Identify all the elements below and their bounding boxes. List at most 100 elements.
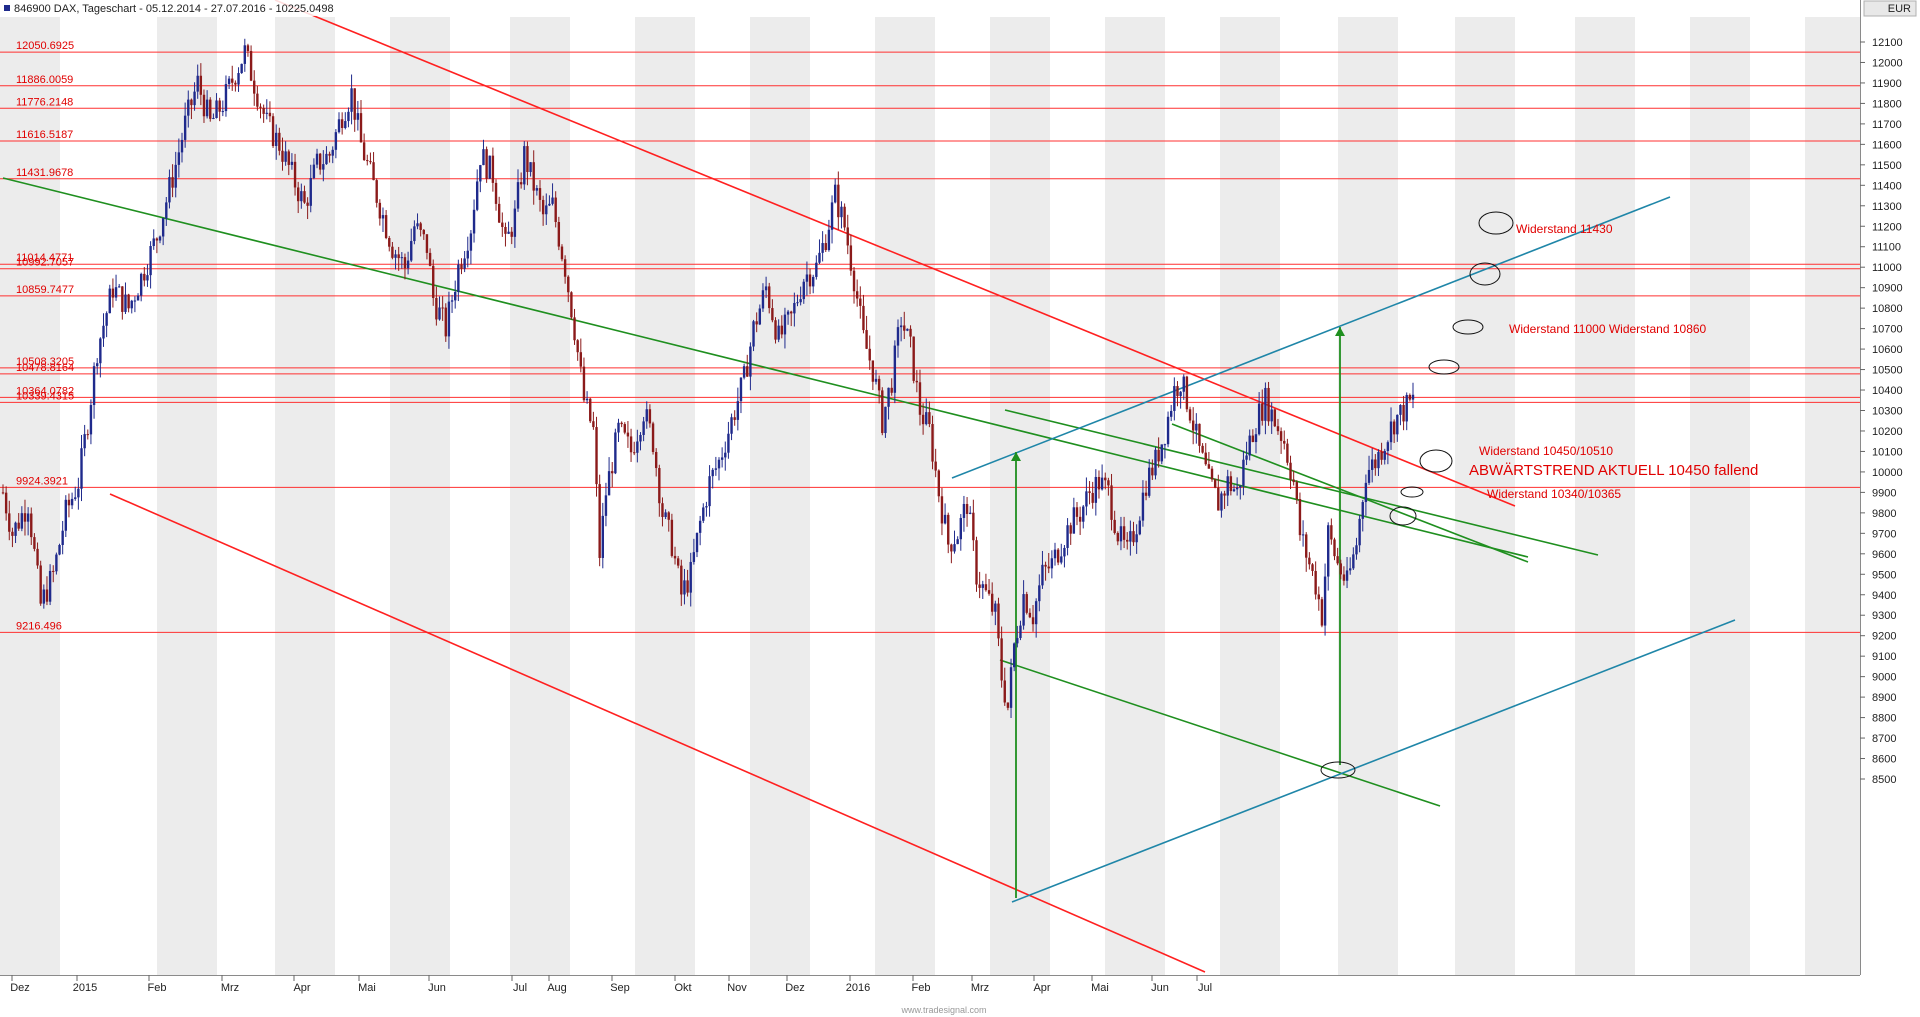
candle-body xyxy=(149,246,152,276)
candle-body xyxy=(1305,534,1308,558)
candle-body xyxy=(1210,468,1214,480)
y-tick-label: 10000 xyxy=(1872,467,1903,479)
candle-body xyxy=(1025,594,1028,613)
x-axis: Dez 2015 Feb Mrz Apr Mai Jun Jul Aug Sep Okt Nov Dez… xyxy=(0,975,1860,1017)
ellipse-marker xyxy=(1428,359,1460,375)
candle-body xyxy=(1056,549,1060,563)
candle-body xyxy=(1217,487,1220,511)
candle-body xyxy=(1220,493,1223,511)
month-band xyxy=(875,17,935,975)
candle-body xyxy=(783,314,787,335)
candle-body xyxy=(984,584,988,591)
candle-body xyxy=(331,149,334,156)
green-trend-mid xyxy=(1004,409,1599,556)
candle-body xyxy=(969,512,972,514)
candle-body xyxy=(111,288,115,298)
candle-body xyxy=(375,180,378,203)
candle-body xyxy=(193,91,196,106)
candle-body xyxy=(507,231,510,234)
candle-body xyxy=(444,307,447,337)
candle-body xyxy=(557,222,561,247)
candle-body xyxy=(58,544,61,555)
candle-body xyxy=(1408,394,1412,400)
x-tick-label: Okt xyxy=(674,982,691,994)
candle-body xyxy=(422,229,426,235)
candle-body xyxy=(152,238,155,247)
candle-body xyxy=(1402,404,1405,422)
candle-body xyxy=(664,512,667,517)
y-tick-label: 9500 xyxy=(1872,569,1896,581)
annotation-text: Widerstand 11430 xyxy=(1516,222,1613,236)
candle-body xyxy=(595,427,598,485)
candle-body xyxy=(1289,462,1292,480)
candle-body xyxy=(475,181,479,210)
candle-body xyxy=(994,603,997,612)
candle-body xyxy=(158,236,162,241)
candle-body xyxy=(1308,557,1311,565)
candle-body xyxy=(903,325,906,331)
candle-body xyxy=(1166,416,1170,445)
candle-body xyxy=(215,100,218,118)
candle-body xyxy=(573,317,576,341)
candle-body xyxy=(1267,387,1270,422)
candle-body xyxy=(1276,426,1280,432)
candle-body xyxy=(212,117,215,119)
candle-body xyxy=(300,191,303,202)
candle-body xyxy=(852,270,856,292)
month-band xyxy=(1105,17,1165,975)
header-bg xyxy=(0,0,1860,16)
y-tick-label: 11700 xyxy=(1872,119,1902,131)
candle-body xyxy=(26,513,30,522)
candle-body xyxy=(881,390,884,434)
candle-body xyxy=(1050,558,1054,569)
candle-body xyxy=(491,155,495,183)
candle-body xyxy=(620,422,623,425)
candle-body xyxy=(761,290,765,309)
y-tick-label: 10200 xyxy=(1872,426,1903,438)
candle-body xyxy=(259,106,262,108)
candle-body xyxy=(1122,526,1126,540)
candle-body xyxy=(1173,386,1176,411)
candle-body xyxy=(843,206,846,228)
candle-body xyxy=(545,205,548,215)
candle-body xyxy=(1377,452,1380,469)
y-tick-label: 9100 xyxy=(1872,651,1896,663)
candle-body xyxy=(278,132,281,151)
candle-body xyxy=(673,555,677,559)
candle-body xyxy=(978,584,981,588)
candle-body xyxy=(55,554,58,572)
candle-body xyxy=(271,116,275,146)
candle-body xyxy=(1078,516,1082,522)
candle-body xyxy=(318,153,322,170)
annotation-text: Widerstand 10340/10365 xyxy=(1487,487,1621,501)
candle-body xyxy=(727,433,730,453)
candle-body xyxy=(1314,570,1317,595)
candle-body xyxy=(432,265,435,298)
candle-body xyxy=(755,321,758,325)
candle-body xyxy=(686,580,689,593)
y-tick-label: 10600 xyxy=(1872,344,1903,356)
candle-body xyxy=(196,75,199,92)
y-tick-label: 12000 xyxy=(1872,57,1903,69)
candle-body xyxy=(494,182,498,204)
candle-body xyxy=(1119,526,1123,542)
candle-body xyxy=(466,250,469,259)
candle-body xyxy=(1198,423,1201,446)
candle-body xyxy=(563,259,567,277)
candle-body xyxy=(1405,394,1408,422)
level-label: 9216.496 xyxy=(16,620,62,632)
y-tick-label: 8800 xyxy=(1872,713,1896,725)
candle-body xyxy=(243,45,247,64)
candle-body xyxy=(1034,601,1038,625)
y-axis-bg xyxy=(1860,0,1920,1017)
candle-body xyxy=(1006,702,1010,708)
candle-body xyxy=(1053,549,1057,559)
candle-body xyxy=(1041,564,1044,586)
candle-body xyxy=(42,589,46,604)
candle-body xyxy=(89,405,93,435)
candle-body xyxy=(585,398,589,401)
candle-body xyxy=(567,276,570,293)
candle-body xyxy=(959,517,962,540)
candle-body xyxy=(488,155,491,179)
candle-body xyxy=(378,202,382,219)
